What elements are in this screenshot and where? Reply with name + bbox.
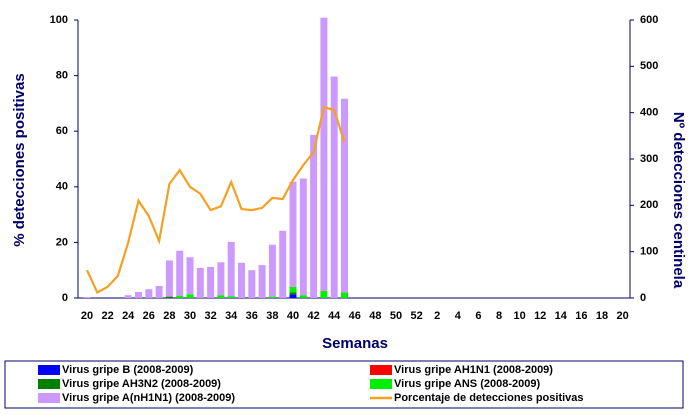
x-tick-label: 32 xyxy=(204,310,216,322)
y2-tick-label: 400 xyxy=(640,107,658,119)
x-tick-label: 24 xyxy=(122,310,135,322)
y2-axis-label: Nº detecciones centinela xyxy=(670,112,687,289)
legend-marker xyxy=(370,379,392,389)
bar-segment xyxy=(145,289,153,298)
bar-segment xyxy=(289,294,297,298)
bar-segment xyxy=(165,296,173,298)
x-tick-label: 16 xyxy=(575,310,587,322)
bar-segment xyxy=(135,291,142,298)
x-tick-label: 48 xyxy=(369,310,381,322)
bar-segment xyxy=(289,292,297,295)
x-tick-label: 50 xyxy=(390,310,402,322)
x-tick-label: 28 xyxy=(163,310,175,322)
legend-label: Virus gripe ANS (2008-2009) xyxy=(394,378,540,390)
y-tick-label: 80 xyxy=(56,70,68,82)
y-tick-label: 60 xyxy=(56,125,68,137)
x-tick-label: 8 xyxy=(496,310,502,322)
bar-segment xyxy=(186,257,194,295)
x-tick-label: 40 xyxy=(287,310,299,322)
x-tick-label: 26 xyxy=(143,310,155,322)
bar-segment xyxy=(320,17,328,292)
x-tick-label: 4 xyxy=(455,310,462,322)
bar-segment xyxy=(268,244,276,297)
bar-segment xyxy=(124,295,132,298)
legend-label: Porcentaje de detecciones positivas xyxy=(394,392,584,404)
legend-marker xyxy=(38,393,60,403)
bar-segment xyxy=(279,230,287,298)
bar-segment xyxy=(299,295,307,298)
bar-segment xyxy=(165,260,173,297)
bar-segment xyxy=(155,285,163,298)
x-tick-label: 34 xyxy=(225,310,238,322)
bar-segment xyxy=(217,295,225,298)
bar-segment xyxy=(320,291,328,298)
x-tick-label: 12 xyxy=(534,310,546,322)
bar-segment xyxy=(196,267,204,298)
x-tick-label: 14 xyxy=(555,310,568,322)
y-tick-label: 0 xyxy=(62,292,68,304)
bar-segment xyxy=(207,266,215,298)
x-tick-label: 20 xyxy=(81,310,93,322)
y2-tick-label: 500 xyxy=(640,60,658,72)
y2-tick-label: 300 xyxy=(640,153,658,165)
line xyxy=(86,105,346,294)
legend-marker xyxy=(370,365,392,375)
bar-segment xyxy=(289,181,297,287)
y2-tick-label: 200 xyxy=(640,199,658,211)
bar-segment xyxy=(299,178,307,296)
bar-segment xyxy=(310,134,318,298)
bar-segment xyxy=(217,262,225,296)
x-tick-label: 46 xyxy=(349,310,361,322)
legend-label: Virus gripe AH1N1 (2008-2009) xyxy=(394,364,553,376)
bar-segment xyxy=(238,262,245,298)
x-tick-label: 42 xyxy=(307,310,319,322)
x-tick-label: 6 xyxy=(475,310,481,322)
bar-segment xyxy=(341,292,348,298)
y2-tick-label: 600 xyxy=(640,14,658,26)
bar-segment xyxy=(83,297,91,298)
bar-segment xyxy=(341,98,348,293)
y-tick-label: 20 xyxy=(56,236,68,248)
legend-marker xyxy=(38,379,60,389)
x-tick-label: 30 xyxy=(184,310,196,322)
x-tick-label: 20 xyxy=(616,310,628,322)
bar-segment xyxy=(248,270,256,298)
y-axis-label: % detecciones positivas xyxy=(11,73,28,246)
x-tick-label: 44 xyxy=(328,310,341,322)
bar-segment xyxy=(227,241,235,297)
legend-label: Virus gripe AH3N2 (2008-2009) xyxy=(62,378,221,390)
bar-segment xyxy=(268,296,276,298)
y2-tick-label: 0 xyxy=(640,292,646,304)
bar-segment xyxy=(258,265,266,298)
bar-segment xyxy=(330,76,338,298)
legend-label: Virus gripe B (2008-2009) xyxy=(62,364,194,376)
legend-box xyxy=(4,360,684,409)
legend-marker xyxy=(38,365,60,375)
y2-tick-label: 100 xyxy=(640,246,658,258)
bar-segment xyxy=(227,296,235,298)
y-tick-label: 40 xyxy=(56,181,68,193)
x-tick-label: 38 xyxy=(266,310,278,322)
x-tick-label: 22 xyxy=(101,310,113,322)
bar-segment xyxy=(176,250,184,296)
x-tick-label: 2 xyxy=(434,310,440,322)
x-tick-label: 52 xyxy=(410,310,422,322)
x-tick-label: 18 xyxy=(596,310,608,322)
bar-segment xyxy=(289,286,297,293)
x-tick-label: 36 xyxy=(246,310,258,322)
x-tick-label: 10 xyxy=(513,310,525,322)
legend-label: Virus gripe A(nH1N1) (2008-2009) xyxy=(62,392,235,404)
y-tick-label: 100 xyxy=(50,14,68,26)
bar-segment xyxy=(176,295,184,298)
bar-segment xyxy=(186,294,194,298)
x-axis-label: Semanas xyxy=(322,335,388,352)
